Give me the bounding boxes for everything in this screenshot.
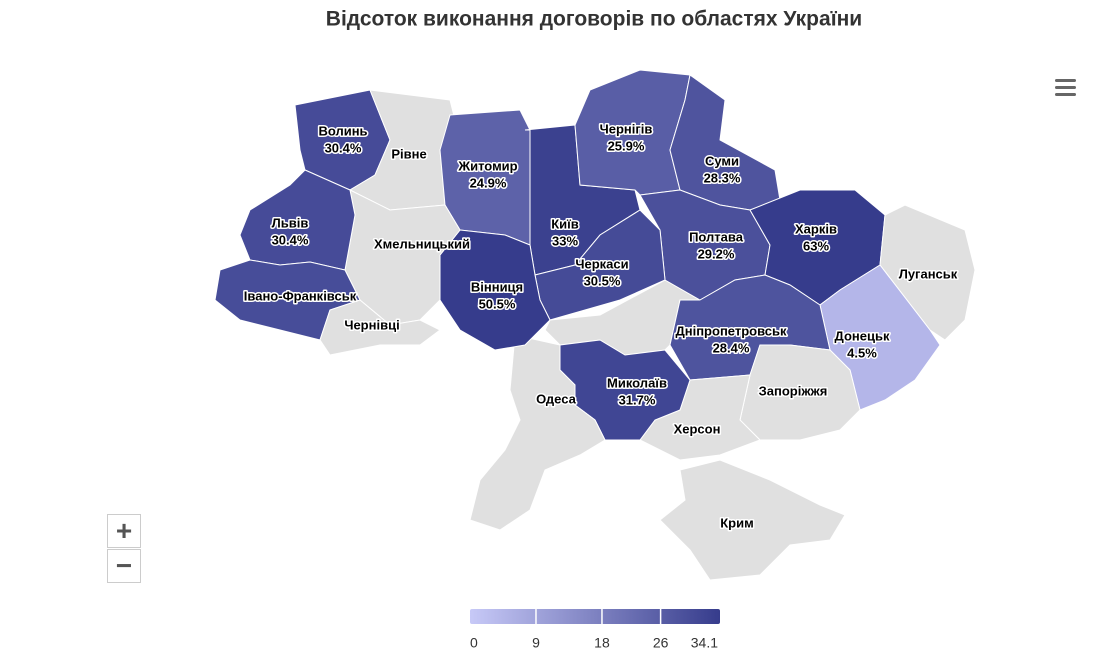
region-value: 29.2% (698, 246, 735, 261)
region-name: Рівне (391, 146, 426, 161)
region-value: 33% (552, 233, 578, 248)
region-name: Харків (795, 221, 837, 236)
region-name: Вінниця (471, 279, 523, 294)
region-value: 30.4% (272, 232, 309, 247)
menu-bar (1055, 93, 1076, 96)
region-value: 63% (803, 238, 829, 253)
region-name: Львів (272, 215, 309, 230)
region-value: 30.5% (584, 273, 621, 288)
menu-bar (1055, 79, 1076, 82)
region-name: Одеса (536, 391, 576, 406)
region-name: Донецьк (835, 328, 890, 343)
menu-icon[interactable] (1055, 79, 1076, 96)
menu-bar (1055, 86, 1076, 89)
zoom-in[interactable]: + (107, 514, 141, 548)
region-value: 24.9% (470, 175, 507, 190)
region-name: Чернівці (344, 317, 399, 332)
region-name: Житомир (457, 158, 517, 173)
region-name: Київ (551, 216, 579, 231)
region-value: 28.3% (704, 170, 741, 185)
region-name: Івано-Франківськ (244, 288, 357, 303)
region-name: Черкаси (575, 256, 628, 271)
region (669, 74, 781, 211)
region-value: 31.7% (619, 392, 656, 407)
color-tick-label: 0 (470, 635, 478, 651)
region-name: Дніпропетровськ (675, 323, 787, 338)
region-name: Луганськ (899, 266, 958, 281)
color-tick-label: 26 (653, 635, 669, 651)
map-title: Відсоток виконання договорів по областях… (326, 8, 862, 31)
region-name: Волинь (318, 123, 367, 138)
region (319, 299, 441, 356)
region-name: Полтава (689, 229, 744, 244)
region-name: Миколаїв (607, 375, 667, 390)
region-name: Крим (720, 515, 753, 530)
region-name: Херсон (674, 421, 721, 436)
region (659, 459, 846, 581)
region-name: Хмельницький (374, 236, 470, 251)
region-unlabeled (544, 279, 702, 356)
region-value: 25.9% (608, 138, 645, 153)
region-name: Чернігів (600, 121, 653, 136)
color-tick-label: 34.1 (691, 635, 718, 651)
region (469, 334, 606, 531)
region (439, 229, 551, 351)
region-name: Запоріжжя (759, 383, 828, 398)
region-value: 30.4% (325, 140, 362, 155)
region-name: Суми (705, 153, 739, 168)
color-tick-label: 9 (532, 635, 540, 651)
region-value: 50.5% (479, 296, 516, 311)
color-bar (470, 609, 720, 624)
color-tick-label: 18 (594, 635, 610, 651)
region-value: 4.5% (847, 345, 877, 360)
zoom-out[interactable]: − (107, 549, 141, 583)
region-value: 28.4% (713, 340, 750, 355)
